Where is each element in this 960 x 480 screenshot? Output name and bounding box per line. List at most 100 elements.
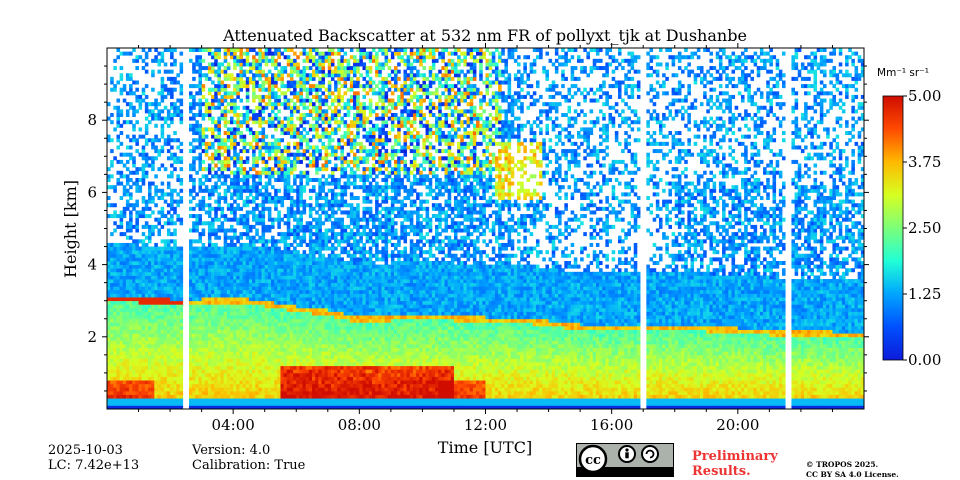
heatmap-cell [201, 304, 206, 309]
heatmap-cell [129, 401, 133, 406]
heatmap-cell [245, 228, 250, 233]
heatmap-cell [195, 131, 199, 136]
heatmap-cell [293, 354, 297, 359]
heatmap-cell [261, 289, 266, 294]
heatmap-cell [283, 177, 288, 182]
heatmap-cell [302, 365, 307, 370]
heatmap-cell [308, 214, 313, 219]
heatmap-cell [315, 105, 319, 110]
heatmap-cell [154, 185, 158, 190]
heatmap-cell [144, 405, 149, 409]
heatmap-cell [113, 275, 117, 280]
heatmap-cell [166, 362, 171, 367]
heatmap-cell [283, 250, 288, 255]
heatmap-cell [163, 358, 168, 363]
heatmap-cell [271, 141, 275, 146]
heatmap-cell [217, 401, 221, 406]
heatmap-cell [211, 394, 215, 399]
heatmap-cell [107, 116, 111, 121]
heatmap-cell [154, 329, 158, 334]
heatmap-cell [315, 275, 319, 280]
heatmap-cell [138, 214, 143, 219]
heatmap-cell [148, 372, 152, 377]
heatmap-cell [233, 398, 237, 403]
heatmap-cell [119, 372, 124, 377]
heatmap-cell [248, 390, 253, 395]
heatmap-cell [286, 156, 291, 161]
heatmap-cell [217, 84, 221, 89]
heatmap-cell [151, 145, 155, 150]
heatmap-cell [116, 80, 121, 85]
heatmap-cell [223, 318, 228, 323]
heatmap-cell [289, 58, 294, 63]
heatmap-cell [308, 98, 313, 103]
heatmap-cell [211, 300, 215, 305]
heatmap-cell [248, 167, 253, 172]
heatmap-cell [258, 260, 262, 265]
heatmap-cell [141, 329, 146, 334]
heatmap-cell [255, 62, 259, 67]
heatmap-cell [192, 268, 196, 273]
heatmap-cell [201, 228, 206, 233]
heatmap-cell [157, 351, 162, 356]
heatmap-cell [286, 257, 291, 262]
heatmap-cell [233, 192, 237, 197]
heatmap-cell [277, 380, 281, 385]
heatmap-cell [318, 123, 322, 128]
heatmap-cell [226, 358, 231, 363]
heatmap-cell [166, 174, 171, 179]
heatmap-cell [226, 398, 231, 403]
heatmap-cell [252, 253, 256, 258]
heatmap-cell [321, 380, 326, 385]
heatmap-cell [308, 315, 313, 320]
heatmap-cell [151, 264, 155, 269]
heatmap-cell [157, 380, 162, 385]
heatmap-cell [160, 192, 165, 197]
heatmap-cell [277, 282, 281, 287]
heatmap-cell [211, 390, 215, 395]
heatmap-cell [258, 401, 262, 406]
heatmap-cell [245, 98, 250, 103]
heatmap-cell [293, 297, 297, 302]
heatmap-cell [179, 325, 184, 330]
heatmap-cell [116, 344, 121, 349]
heatmap-cell [236, 318, 240, 323]
heatmap-cell [148, 138, 152, 143]
heatmap-cell [204, 250, 209, 255]
heatmap-cell [201, 365, 206, 370]
heatmap-cell [318, 214, 322, 219]
heatmap-cell [261, 217, 266, 222]
heatmap-cell [230, 304, 234, 309]
heatmap-cell [312, 73, 316, 78]
heatmap-cell [293, 358, 297, 363]
heatmap-cell [189, 318, 193, 323]
heatmap-cell [129, 76, 133, 81]
heatmap-cell [289, 354, 294, 359]
heatmap-cell [166, 116, 171, 121]
heatmap-cell [154, 112, 158, 117]
heatmap-cell [312, 69, 316, 74]
heatmap-cell [217, 73, 221, 78]
heatmap-cell [179, 300, 184, 305]
heatmap-cell [293, 94, 297, 99]
heatmap-cell [293, 329, 297, 334]
heatmap-cell [230, 358, 234, 363]
heatmap-cell [261, 376, 266, 381]
heatmap-cell [305, 271, 310, 276]
heatmap-cell [274, 369, 278, 374]
heatmap-cell [230, 369, 234, 374]
heatmap-cell [154, 372, 158, 377]
heatmap-cell [277, 387, 281, 392]
heatmap-cell [315, 365, 319, 370]
heatmap-cell [179, 398, 184, 403]
heatmap-cell [289, 163, 294, 168]
heatmap-cell [242, 271, 247, 276]
heatmap-cell [179, 289, 184, 294]
heatmap-cell [138, 55, 143, 60]
heatmap-cell [144, 84, 149, 89]
heatmap-cell [201, 242, 206, 247]
heatmap-cell [315, 109, 319, 114]
heatmap-cell [286, 120, 291, 125]
heatmap-cell [248, 246, 253, 251]
heatmap-cell [293, 66, 297, 71]
